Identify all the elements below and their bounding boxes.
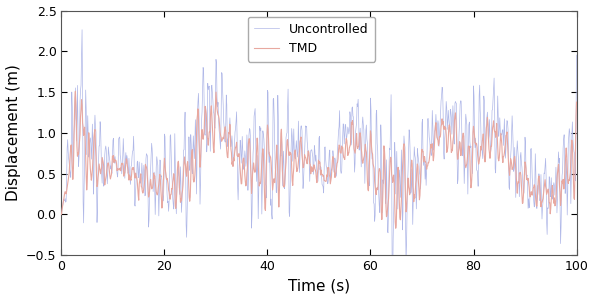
TMD xyxy=(549,184,556,187)
Y-axis label: Displacement (m): Displacement (m) xyxy=(5,64,21,201)
Uncontrolled xyxy=(163,178,170,182)
Uncontrolled xyxy=(90,192,97,196)
TMD xyxy=(573,100,580,104)
TMD xyxy=(163,178,170,181)
Line: TMD: TMD xyxy=(61,91,577,228)
Uncontrolled xyxy=(479,157,486,160)
X-axis label: Time (s): Time (s) xyxy=(288,278,350,293)
TMD xyxy=(72,89,79,93)
TMD xyxy=(514,182,522,186)
Line: Uncontrolled: Uncontrolled xyxy=(61,30,577,289)
Uncontrolled xyxy=(58,213,65,216)
Uncontrolled xyxy=(573,53,580,57)
Uncontrolled xyxy=(78,28,86,31)
Uncontrolled xyxy=(549,193,556,197)
TMD xyxy=(58,213,65,216)
Legend: Uncontrolled, TMD: Uncontrolled, TMD xyxy=(248,17,375,62)
Uncontrolled xyxy=(460,155,467,158)
TMD xyxy=(392,226,399,230)
Uncontrolled xyxy=(389,287,396,291)
TMD xyxy=(90,151,97,155)
Uncontrolled xyxy=(514,149,522,152)
TMD xyxy=(460,135,467,138)
TMD xyxy=(479,136,486,140)
